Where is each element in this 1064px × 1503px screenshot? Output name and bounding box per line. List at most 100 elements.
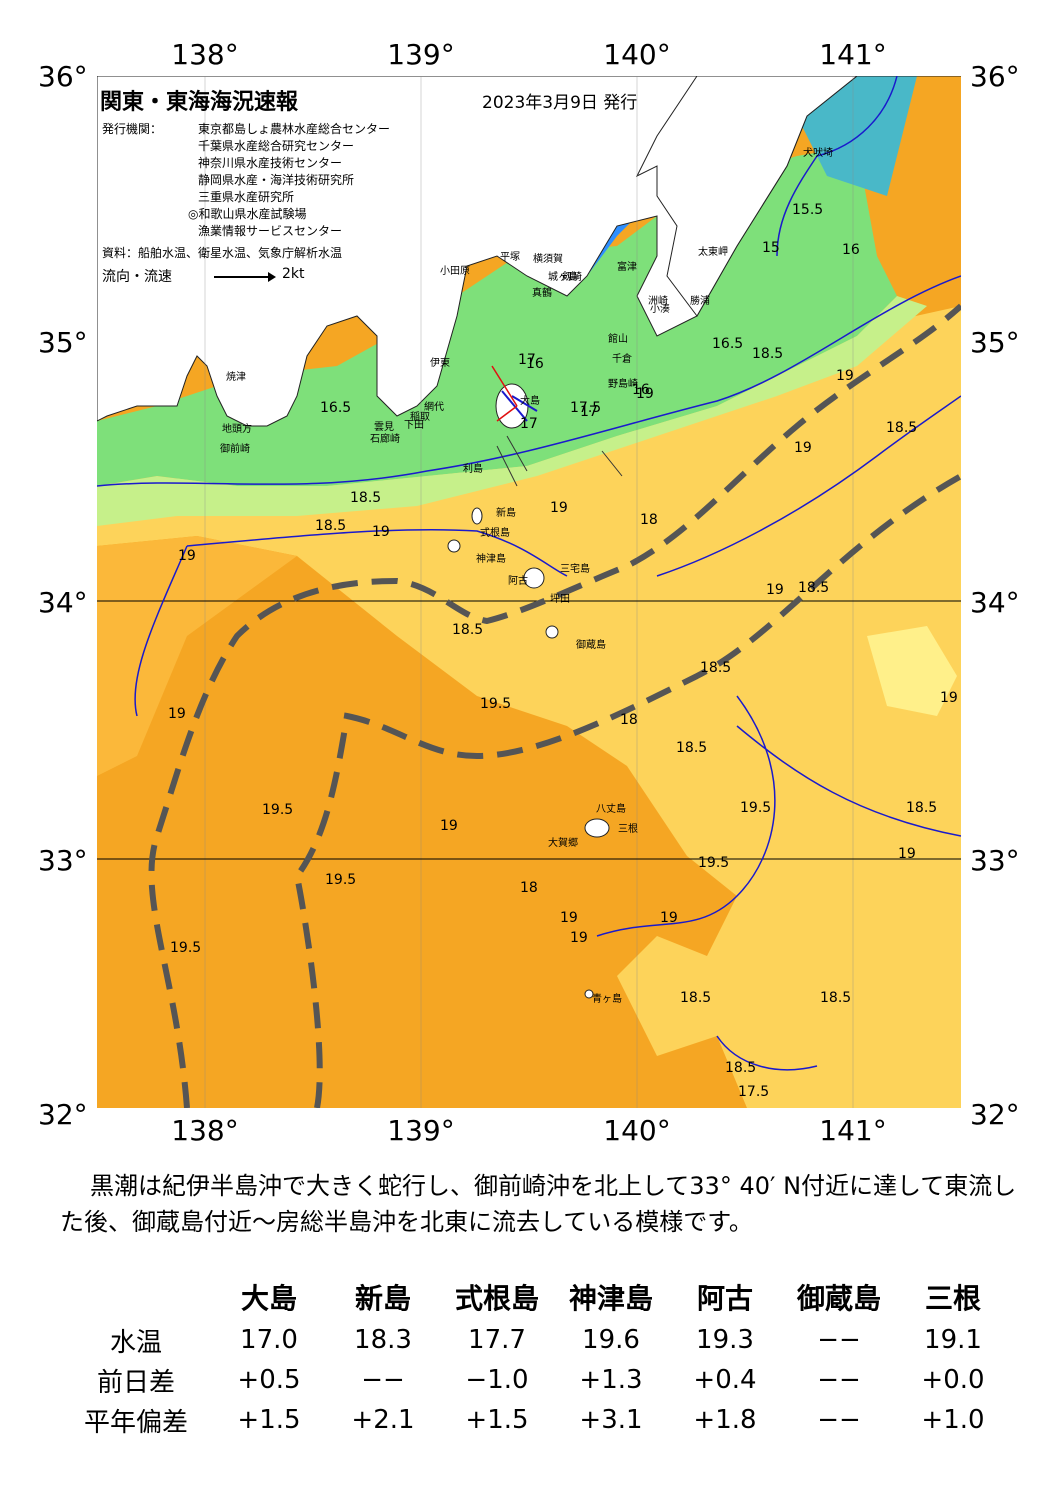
isotherm-label: 17 [518, 352, 536, 368]
place-name: 三宅島 [560, 564, 590, 575]
isotherm-label: 18.5 [452, 622, 484, 638]
lon-label-138: 138° [171, 38, 239, 71]
table-cell: 19.1 [924, 1325, 982, 1355]
table-cell: 19.3 [696, 1325, 754, 1355]
table-header-cell [60, 1274, 212, 1320]
island-miyakejima [523, 567, 545, 589]
place-name: 阿古 [508, 576, 528, 587]
row-label: 前日差 [96, 1367, 175, 1398]
table-cell: 18.3 [354, 1325, 412, 1355]
table-header-row: 大島 新島 式根島 神津島 阿古 御蔵島 三根 [60, 1274, 1010, 1320]
isotherm-label: 18.5 [315, 518, 347, 534]
table-row: 平年偏差 +1.5 +2.1 +1.5 +3.1 +1.8 −− +1.0 [60, 1400, 1010, 1440]
isotherm-label: 18.5 [886, 420, 918, 436]
lon-label-141: 141° [819, 38, 887, 71]
isotherm-label: 17 [580, 404, 598, 420]
isotherm-label: 16 [632, 382, 650, 398]
cold-water-offshore [797, 76, 917, 196]
place-name: 剱崎 [562, 272, 582, 283]
light-water-patch [867, 626, 957, 716]
isotherm-label: 19 [766, 582, 784, 598]
table-cell: +0.4 [693, 1365, 757, 1395]
flow-legend-scale: 2kt [282, 266, 305, 282]
place-name: 横須賀 [533, 254, 563, 265]
lat-label-34-right: 34° [970, 586, 1020, 619]
lat-label-35-right: 35° [970, 326, 1020, 359]
agency-label: 発行機関： [102, 122, 163, 136]
isotherm-label: 19 [940, 690, 958, 706]
grid-major [97, 600, 961, 860]
table-row: 水温 17.0 18.3 17.7 19.6 19.3 −− 19.1 [60, 1320, 1010, 1360]
place-name: 伊東 [430, 358, 450, 369]
table-cell: +0.5 [237, 1365, 301, 1395]
current-vectors [501, 390, 538, 422]
place-name: 御蔵島 [576, 640, 606, 651]
table-cell: 17.7 [468, 1325, 526, 1355]
place-name: 小湊 [650, 304, 670, 315]
table-cell: 19.6 [582, 1325, 640, 1355]
place-name: 富津 [617, 262, 637, 273]
agency-2: 千葉県水産総合研究センター [198, 139, 355, 153]
isotherm-label: 16.5 [712, 336, 744, 352]
lon-label-138: 138° [171, 1114, 239, 1147]
isotherm-label: 16 [842, 242, 860, 258]
place-name: 下田 [404, 420, 424, 431]
lat-label-32-left: 32° [38, 1098, 88, 1131]
place-name: 大島 [520, 396, 540, 407]
isotherm-label: 19 [372, 524, 390, 540]
isotherm-label: 19 [636, 386, 654, 402]
isotherm-label: 19 [168, 706, 186, 722]
mid-water-area-west [97, 536, 297, 776]
place-name: 太東岬 [698, 247, 728, 258]
table-cell: +1.0 [921, 1405, 985, 1435]
agency-5: 三重県水産研究所 [198, 190, 295, 204]
isotherm-label: 17.5 [570, 400, 602, 416]
agency-3: 神奈川県水産技術センター [198, 156, 343, 170]
isotherm-label: 18.5 [676, 740, 708, 756]
place-name: 勝浦 [690, 296, 710, 307]
isotherm-label: 18.5 [820, 990, 852, 1006]
row-label: 平年偏差 [83, 1407, 188, 1438]
isotherm-label: 19 [440, 818, 458, 834]
row-label: 水温 [109, 1327, 162, 1358]
place-name: 犬吠埼 [803, 148, 833, 159]
place-name: 洲崎 [648, 296, 668, 307]
island-aogashima [584, 989, 594, 999]
isotherm-label: 19.5 [325, 872, 357, 888]
lat-label-34-left: 34° [38, 586, 88, 619]
isotherm-label: 19 [178, 548, 196, 564]
lat-label-36-left: 36° [38, 60, 88, 93]
place-name: 焼津 [226, 372, 246, 383]
lat-label-32-right: 32° [970, 1098, 1020, 1131]
table-header-cell: 三根 [924, 1282, 981, 1315]
isotherm-label: 18.5 [700, 660, 732, 676]
isotherm-label: 19 [560, 910, 578, 926]
current-vectors-black [496, 435, 623, 487]
place-name: 小田原 [440, 266, 470, 277]
data-source: 資料：船舶水温、衛星水温、気象庁解析水温 [102, 246, 343, 260]
place-name: 真鶴 [532, 288, 552, 299]
table-cell: −1.0 [465, 1365, 529, 1395]
isotherm-label: 18.5 [798, 580, 830, 596]
table-header-cell: 御蔵島 [796, 1282, 881, 1315]
observation-table: 大島 新島 式根島 神津島 阿古 御蔵島 三根 水温 17.0 18.3 17.… [60, 1274, 1010, 1440]
isotherm-label: 17.5 [738, 1084, 770, 1100]
table-cell: +3.1 [579, 1405, 643, 1435]
island-mikurajima [545, 625, 559, 639]
isotherm-label: 19.5 [480, 696, 512, 712]
place-name: 式根島 [480, 528, 510, 539]
isotherm-label: 19.5 [170, 940, 202, 956]
place-name: 青ヶ島 [592, 994, 622, 1005]
place-name: 雲見 [374, 422, 394, 433]
light-cool-water [97, 296, 927, 526]
isotherm-label: 19 [660, 910, 678, 926]
place-name: 石廊崎 [370, 434, 400, 445]
table-cell: +1.3 [579, 1365, 643, 1395]
isotherm-label: 18.5 [680, 990, 712, 1006]
isotherm-label: 18 [520, 880, 538, 896]
isotherm-label: 19 [836, 368, 854, 384]
land-boso [635, 76, 858, 317]
place-name: 地頭方 [222, 424, 252, 435]
isotherm-label: 19.5 [740, 800, 772, 816]
isotherm-label: 18.5 [906, 800, 938, 816]
